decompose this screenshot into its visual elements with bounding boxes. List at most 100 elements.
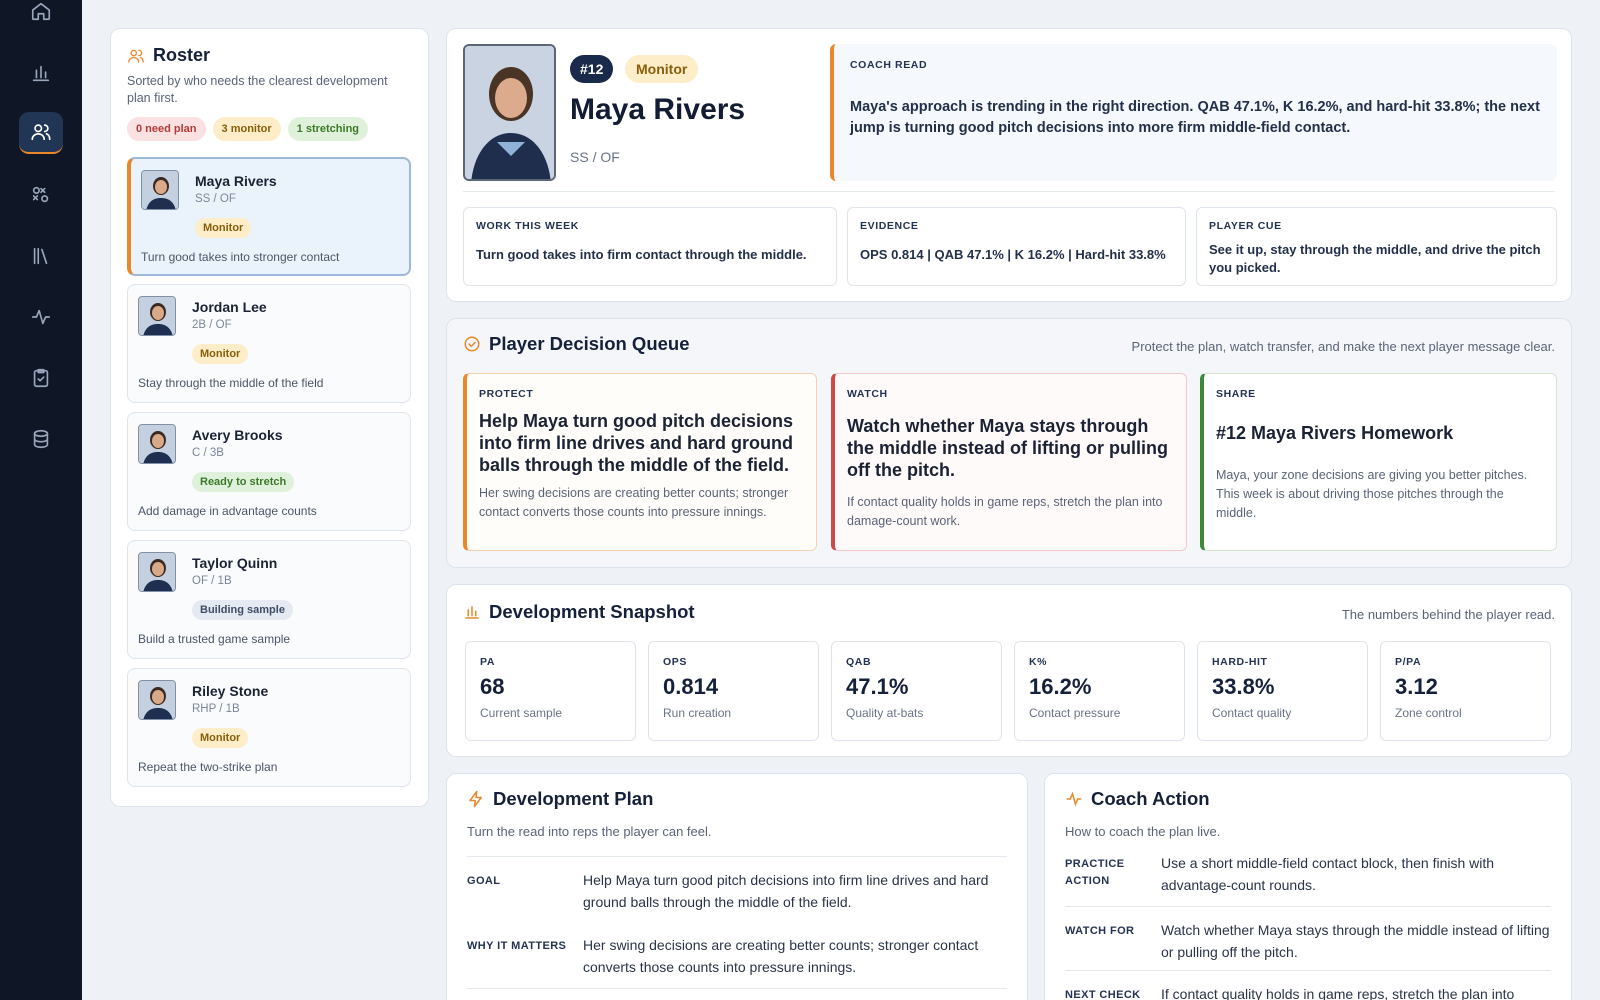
watch-card[interactable]: WATCH Watch whether Maya stays through t… — [831, 373, 1187, 551]
evidence-card: EVIDENCE OPS 0.814 | QAB 47.1% | K 16.2%… — [847, 207, 1186, 286]
action-row-practice: PRACTICE ACTION Use a short middle-field… — [1065, 840, 1551, 906]
stat-label: P/PA — [1395, 656, 1422, 668]
protect-heading: Help Maya turn good pitch decisions into… — [479, 411, 794, 475]
action-row-value: Use a short middle-field contact block, … — [1161, 855, 1495, 893]
player-position: C / 3B — [192, 447, 224, 459]
filter-need-plan[interactable]: 0 need plan — [127, 117, 206, 141]
plan-title: Development Plan — [493, 788, 654, 809]
plan-subtitle: Turn the read into reps the player can f… — [467, 824, 712, 839]
player-name: Avery Brooks — [192, 427, 283, 443]
nav-data[interactable] — [19, 418, 63, 460]
plan-row-why: WHY IT MATTERS Her swing decisions are c… — [467, 922, 1007, 988]
watch-heading: Watch whether Maya stays through the mid… — [847, 416, 1168, 480]
nav-matchups[interactable] — [19, 174, 63, 216]
action-header: Coach Action — [1065, 788, 1210, 810]
snapshot-hint: The numbers behind the player read. — [1341, 607, 1555, 622]
player-name: Taylor Quinn — [192, 555, 278, 571]
divider — [467, 988, 1007, 998]
action-row-key: NEXT CHECK — [1065, 989, 1141, 1000]
player-focus-note: Turn good takes into stronger contact — [141, 250, 340, 264]
work-label: WORK THIS WEEK — [476, 220, 579, 232]
development-plan-card: Development Plan Turn the read into reps… — [446, 773, 1028, 1000]
nav-home[interactable] — [19, 0, 63, 32]
action-row-key: PRACTICE ACTION — [1065, 858, 1125, 887]
stat-value: 33.8% — [1212, 674, 1275, 699]
roster-player-card[interactable]: Jordan Lee 2B / OF Monitor Stay through … — [127, 284, 411, 403]
nav-activity[interactable] — [19, 296, 63, 338]
avatar — [141, 170, 179, 210]
share-heading: #12 Maya Rivers Homework — [1216, 423, 1454, 443]
nav-library[interactable] — [19, 235, 63, 277]
bar-chart-icon — [465, 606, 479, 619]
database-icon — [33, 429, 49, 449]
coach-read-panel: COACH READ Maya's approach is trending i… — [830, 44, 1557, 181]
watch-label: WATCH — [847, 388, 888, 400]
queue-header: Player Decision Queue — [463, 333, 690, 355]
action-row-value: Watch whether Maya stays through the mid… — [1161, 922, 1550, 960]
users-icon — [128, 49, 144, 63]
library-icon — [33, 247, 48, 265]
watch-text: If contact quality holds in game reps, s… — [847, 495, 1163, 528]
coach-read-label: COACH READ — [850, 59, 928, 71]
stat-caption: Zone control — [1395, 706, 1462, 720]
player-cue-card: PLAYER CUE See it up, stay through the m… — [1196, 207, 1557, 286]
plan-row-key: GOAL — [467, 875, 501, 887]
stat-caption: Contact pressure — [1029, 706, 1121, 720]
roster-subtitle: Sorted by who needs the clearest develop… — [127, 74, 388, 105]
player-profile-card: #12 Monitor Maya Rivers SS / OF COACH RE… — [446, 28, 1572, 302]
roster-player-card[interactable]: Avery Brooks C / 3B Ready to stretch Add… — [127, 412, 411, 531]
status-badge: Ready to stretch — [192, 472, 295, 492]
plan-row-value: Her swing decisions are creating better … — [583, 937, 979, 975]
jersey-number-badge: #12 — [570, 55, 614, 83]
stat-card: PA 68 Current sample — [465, 641, 636, 741]
nav-tasks[interactable] — [19, 357, 63, 399]
plan-row-key: WHY IT MATTERS — [467, 940, 567, 952]
status-badge: Monitor — [195, 218, 252, 238]
filter-stretching[interactable]: 1 stretching — [287, 117, 369, 141]
stat-label: PA — [480, 656, 496, 668]
roster-header: Roster — [127, 45, 412, 66]
protect-card[interactable]: PROTECT Help Maya turn good pitch decisi… — [463, 373, 817, 551]
avatar — [138, 552, 176, 592]
roster-filters: 0 need plan 3 monitor 1 stretching — [127, 117, 412, 141]
player-focus-note: Stay through the middle of the field — [138, 376, 324, 390]
stat-label: QAB — [846, 656, 872, 668]
roster-player-card[interactable]: Taylor Quinn OF / 1B Building sample Bui… — [127, 540, 411, 659]
stat-value: 47.1% — [846, 674, 909, 699]
status-badge: Monitor — [192, 344, 249, 364]
roster-player-card[interactable]: Riley Stone RHP / 1B Monitor Repeat the … — [127, 668, 411, 787]
player-name: Riley Stone — [192, 683, 269, 699]
roster-panel: Roster Sorted by who needs the clearest … — [110, 28, 429, 807]
sidebar-nav — [0, 0, 82, 1000]
status-badge: Monitor — [192, 728, 249, 748]
evidence-text: OPS 0.814 | QAB 47.1% | K 16.2% | Hard-h… — [860, 247, 1166, 262]
snapshot-header: Development Snapshot — [463, 601, 695, 623]
bolt-icon — [469, 790, 482, 808]
clipboard-icon — [33, 368, 49, 388]
cue-label: PLAYER CUE — [1209, 220, 1282, 232]
page-title: Maya Rivers — [570, 93, 746, 126]
breadcrumb — [120, 0, 420, 2]
nav-analytics[interactable] — [19, 52, 63, 94]
stat-value: 3.12 — [1395, 674, 1438, 699]
coach-action-card: Coach Action How to coach the plan live.… — [1044, 773, 1572, 1000]
stat-value: 68 — [480, 674, 505, 699]
player-position: SS / OF — [570, 149, 620, 165]
swap-icon — [32, 186, 49, 203]
filter-monitor[interactable]: 3 monitor — [212, 117, 281, 141]
player-focus-note: Add damage in advantage counts — [138, 504, 317, 518]
action-subtitle: How to coach the plan live. — [1065, 824, 1221, 839]
stat-label: K% — [1029, 656, 1048, 668]
roster-player-card[interactable]: Maya Rivers SS / OF Monitor Turn good ta… — [127, 157, 411, 276]
stat-card: QAB 47.1% Quality at-bats — [831, 641, 1002, 741]
plan-row-value: Help Maya turn good pitch decisions into… — [583, 872, 989, 910]
stat-caption: Run creation — [663, 706, 732, 720]
share-card[interactable]: SHARE #12 Maya Rivers Homework Maya, you… — [1200, 373, 1557, 551]
stat-card: HARD-HIT 33.8% Contact quality — [1197, 641, 1368, 741]
avatar — [138, 296, 176, 336]
action-row-key: WATCH FOR — [1065, 925, 1135, 937]
action-row-next: NEXT CHECK If contact quality holds in g… — [1065, 970, 1551, 1000]
stat-card: OPS 0.814 Run creation — [648, 641, 819, 741]
stat-caption: Quality at-bats — [846, 706, 924, 720]
nav-roster[interactable] — [19, 112, 63, 154]
